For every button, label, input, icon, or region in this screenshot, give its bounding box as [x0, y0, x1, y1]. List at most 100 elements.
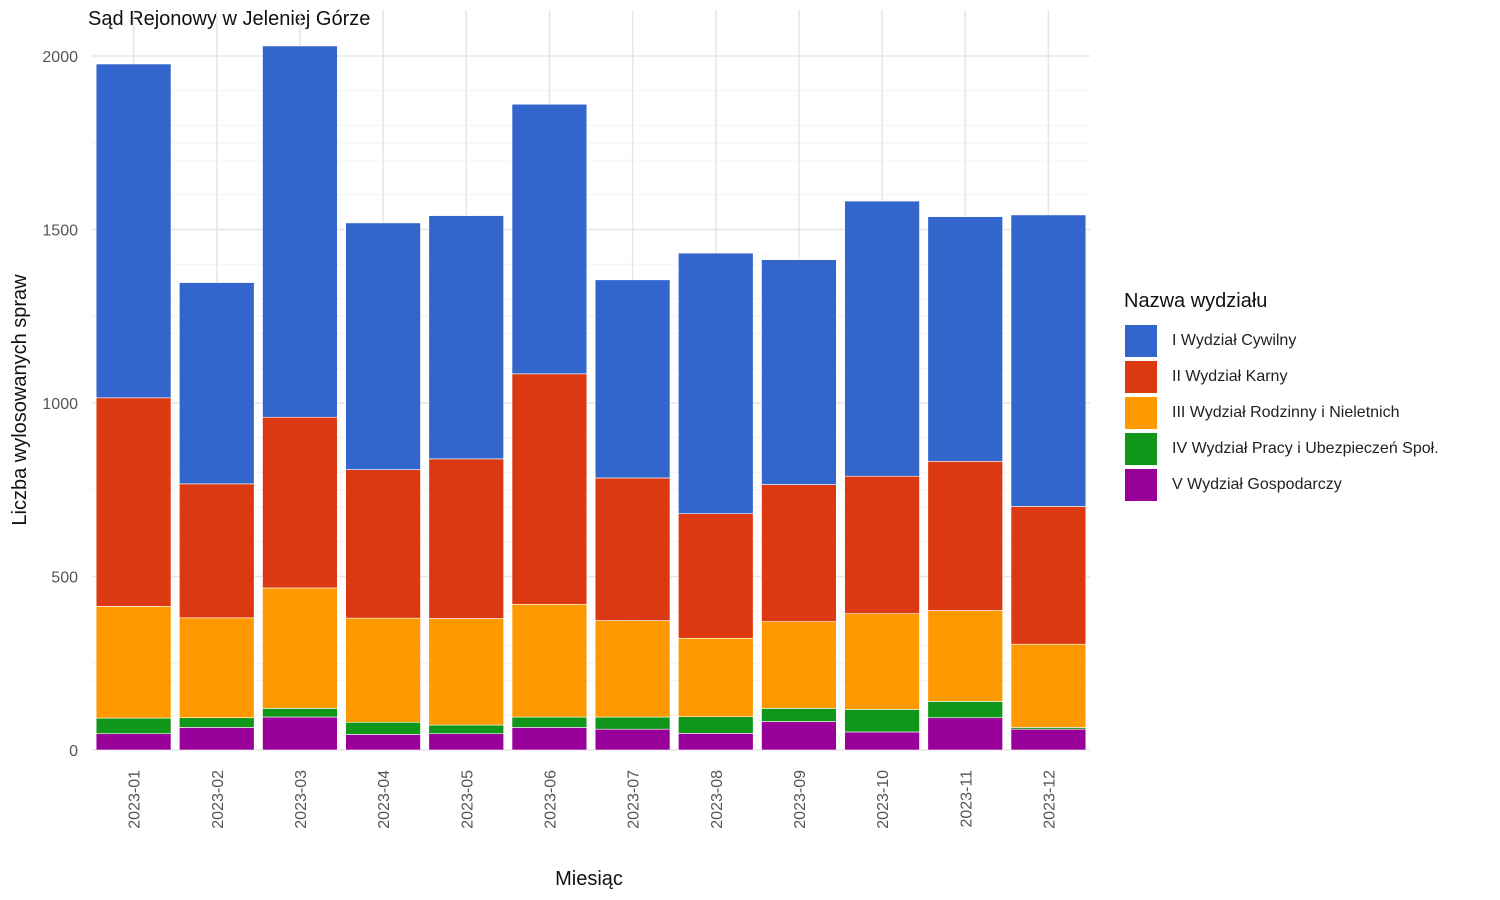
legend-swatch [1124, 432, 1158, 466]
bar-segment [594, 477, 671, 621]
bar-segment [761, 621, 837, 709]
bar-segment [511, 373, 588, 605]
bar-segment [95, 733, 172, 751]
bar-segment [761, 708, 837, 722]
y-axis-ticks: 0 500 1000 1500 2000 [42, 49, 78, 760]
x-tick-label: 2023-11 [958, 770, 975, 828]
bar-segment [262, 708, 338, 718]
bar-segment [262, 45, 338, 418]
bar-segment [761, 484, 837, 622]
bar-segment [179, 483, 255, 619]
legend-label: I Wydział Cywilny [1172, 332, 1297, 349]
bar-segment [927, 460, 1003, 611]
x-axis-title: Miesiąc [555, 868, 623, 890]
bar-segment [678, 716, 754, 734]
bar-segment [345, 469, 421, 619]
y-tick-label: 500 [51, 570, 78, 587]
y-tick-label: 2000 [42, 49, 78, 66]
bar-segment [927, 701, 1003, 719]
bar-segment [1010, 214, 1087, 507]
bars [95, 45, 1087, 751]
legend-title: Nazwa wydziału [1124, 290, 1268, 312]
bar-segment [428, 733, 504, 751]
bar-segment [179, 727, 255, 751]
legend-item: IV Wydział Pracy i Ubezpieczeń Społ. [1124, 431, 1439, 467]
legend-label: V Wydział Gospodarczy [1172, 476, 1342, 493]
y-tick-label: 1000 [42, 396, 78, 413]
x-tick-label: 2023-03 [293, 770, 310, 829]
bar-segment [594, 620, 671, 718]
x-tick-label: 2023-12 [1041, 770, 1058, 829]
bar-segment [511, 603, 588, 718]
bar-segment [95, 63, 172, 399]
bar-segment [179, 617, 255, 719]
bar-segment [262, 416, 338, 589]
y-tick-label: 0 [69, 743, 78, 760]
x-tick-label: 2023-02 [210, 770, 227, 829]
bar-segment [428, 618, 504, 726]
legend-swatch [1124, 360, 1158, 394]
x-tick-label: 2023-10 [875, 770, 892, 829]
bar-segment [95, 606, 172, 719]
bar-segment [262, 587, 338, 709]
bar-segment [927, 216, 1003, 462]
bar-segment [927, 610, 1003, 702]
bar-segment [262, 716, 338, 751]
bar-segment [345, 617, 421, 723]
bar-segment [1010, 643, 1087, 728]
y-axis-title: Liczba wylosowanych spraw [9, 274, 31, 526]
legend-label: III Wydział Rodzinny i Nieletnich [1172, 404, 1400, 421]
bar-segment [345, 734, 421, 751]
bar-segment [1010, 728, 1087, 751]
legend-swatch [1124, 324, 1158, 358]
x-tick-label: 2023-07 [626, 770, 643, 829]
bar-segment [594, 728, 671, 751]
bar-segment [179, 717, 255, 728]
bar-segment [511, 103, 588, 375]
legend-label: IV Wydział Pracy i Ubezpieczeń Społ. [1172, 440, 1439, 457]
bar-segment [844, 709, 920, 733]
bar-segment [428, 215, 504, 460]
bar-segment [345, 721, 421, 735]
bar-segment [844, 731, 920, 751]
gridlines [92, 10, 1090, 751]
legend-item: III Wydział Rodzinny i Nieletnich [1124, 395, 1439, 431]
bar-segment [678, 513, 754, 639]
x-tick-label: 2023-08 [709, 770, 726, 829]
x-tick-label: 2023-06 [542, 770, 559, 829]
bar-segment [95, 397, 172, 607]
bar-segment [844, 613, 920, 710]
x-tick-label: 2023-09 [792, 770, 809, 829]
legend-swatch [1124, 396, 1158, 430]
bar-segment [594, 716, 671, 730]
legend-label: II Wydział Karny [1172, 368, 1288, 385]
bar-segment [511, 716, 588, 728]
bar-segment [428, 724, 504, 734]
bar-segment [678, 252, 754, 514]
x-tick-label: 2023-04 [376, 770, 393, 829]
bar-segment [678, 733, 754, 751]
bar-segment [927, 717, 1003, 751]
x-tick-label: 2023-05 [459, 770, 476, 829]
legend: Nazwa wydziału I Wydział Cywilny II Wydzi… [1124, 290, 1439, 503]
bar-segment [761, 721, 837, 751]
bar-segment [844, 200, 920, 477]
bar-segment [594, 279, 671, 479]
legend-item: V Wydział Gospodarczy [1124, 467, 1439, 503]
x-axis-ticks: 2023-01 2023-02 2023-03 2023-04 2023-05 2023-… [127, 770, 1059, 829]
bar-segment [761, 259, 837, 485]
legend-swatch [1124, 468, 1158, 502]
bar-segment [844, 475, 920, 614]
x-tick-label: 2023-01 [127, 770, 144, 829]
bar-segment [95, 717, 172, 734]
legend-item: I Wydział Cywilny [1124, 323, 1439, 359]
bar-segment [345, 222, 421, 470]
bar-segment [511, 727, 588, 751]
bar-segment [179, 282, 255, 485]
bar-segment [1010, 506, 1087, 645]
bar-segment [428, 458, 504, 619]
y-tick-label: 1500 [42, 223, 78, 240]
bar-segment [678, 637, 754, 717]
legend-item: II Wydział Karny [1124, 359, 1439, 395]
